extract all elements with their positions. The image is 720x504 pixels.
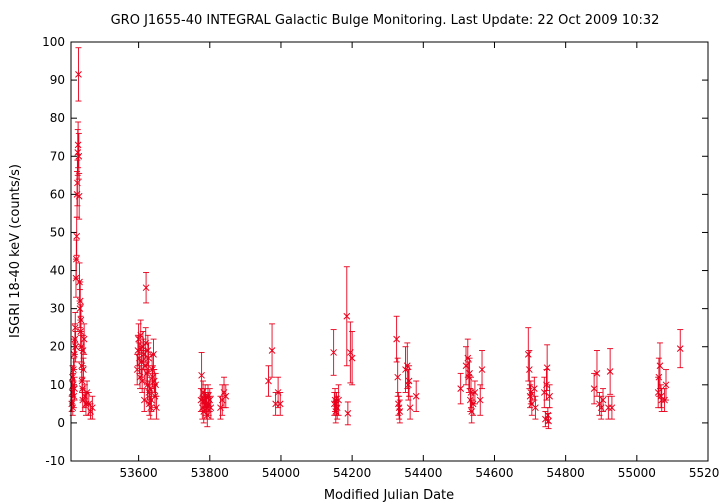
data-point (145, 342, 152, 374)
data-points (68, 47, 684, 430)
y-tick-label: 40 (50, 264, 65, 278)
data-point (144, 334, 152, 367)
data-point (662, 369, 670, 401)
y-tick-label: 30 (50, 302, 65, 316)
data-point (80, 323, 88, 355)
data-point (71, 376, 78, 401)
x-axis-title: Modified Julian Date (324, 488, 454, 503)
data-point (140, 388, 148, 412)
data-point (206, 388, 214, 412)
y-tick-label: 20 (50, 340, 65, 354)
data-point (343, 266, 351, 367)
x-axis-ticks: 53600 53800 54000 54200 54400 54600 54800 55000… (120, 42, 720, 480)
data-point (265, 365, 272, 397)
data-point (80, 357, 87, 382)
y-axis-title: ISGRI 18-40 keV (counts/s) (8, 164, 23, 338)
data-point (524, 327, 532, 382)
data-point (542, 411, 549, 428)
data-point (546, 384, 553, 409)
data-point (543, 344, 551, 391)
data-point (75, 172, 83, 220)
data-point (222, 384, 230, 409)
x-tick-label: 53600 (120, 466, 158, 480)
data-point (605, 395, 612, 420)
y-tick-label: 0 (57, 416, 65, 430)
data-point (268, 323, 276, 378)
data-point (543, 369, 550, 401)
x-tick-label: 54800 (547, 466, 585, 480)
data-point (528, 391, 536, 416)
x-tick-label: 54200 (333, 466, 371, 480)
data-point (75, 47, 82, 102)
data-point (606, 348, 614, 395)
data-point (412, 380, 420, 412)
data-point (478, 350, 486, 390)
y-tick-label: 10 (50, 378, 65, 392)
data-point (590, 372, 598, 405)
y-tick-label: 50 (50, 225, 65, 239)
data-point (70, 384, 78, 409)
data-point (471, 380, 479, 405)
data-point (405, 369, 412, 401)
data-point (74, 121, 82, 169)
y-tick-label: -10 (45, 454, 65, 468)
data-point (330, 329, 337, 376)
data-point (335, 384, 342, 416)
x-tick-label: 53800 (191, 466, 229, 480)
data-point (142, 272, 150, 304)
y-tick-label: 70 (50, 149, 65, 163)
data-point (676, 329, 684, 369)
x-tick-label: 54400 (404, 466, 442, 480)
data-point (406, 395, 414, 420)
x-tick-label: 55000 (618, 466, 656, 480)
x-tick-label: 55200 (689, 466, 720, 480)
data-point (532, 395, 539, 420)
data-point (476, 384, 484, 416)
data-point (207, 395, 215, 420)
data-point (344, 401, 352, 426)
data-point (599, 388, 607, 412)
data-point (608, 395, 616, 420)
data-point (545, 412, 552, 430)
y-tick-label: 100 (42, 35, 65, 49)
data-point (348, 331, 356, 386)
data-point (332, 399, 340, 424)
data-point (153, 395, 160, 420)
data-point (72, 331, 79, 363)
data-point (73, 216, 81, 256)
y-tick-label: 80 (50, 111, 65, 125)
data-point (658, 388, 666, 412)
y-tick-label: 60 (50, 187, 65, 201)
x-tick-label: 54600 (475, 466, 513, 480)
data-point (526, 350, 533, 390)
plot-frame (70, 41, 709, 462)
data-point (393, 315, 400, 363)
data-point (457, 372, 465, 405)
data-point (593, 350, 601, 397)
chart-title: GRO J1655-40 INTEGRAL Galactic Bulge Mon… (111, 13, 660, 28)
y-tick-label: 90 (50, 73, 65, 87)
data-point (655, 357, 663, 397)
data-point (276, 391, 284, 416)
data-point (468, 399, 476, 424)
data-point (394, 357, 402, 397)
x-tick-label: 54000 (262, 466, 300, 480)
data-point (88, 395, 96, 420)
data-point (396, 399, 404, 424)
y-axis-ticks: -10 0 10 20 30 40 50 60 70 80 90 100 (42, 35, 708, 468)
